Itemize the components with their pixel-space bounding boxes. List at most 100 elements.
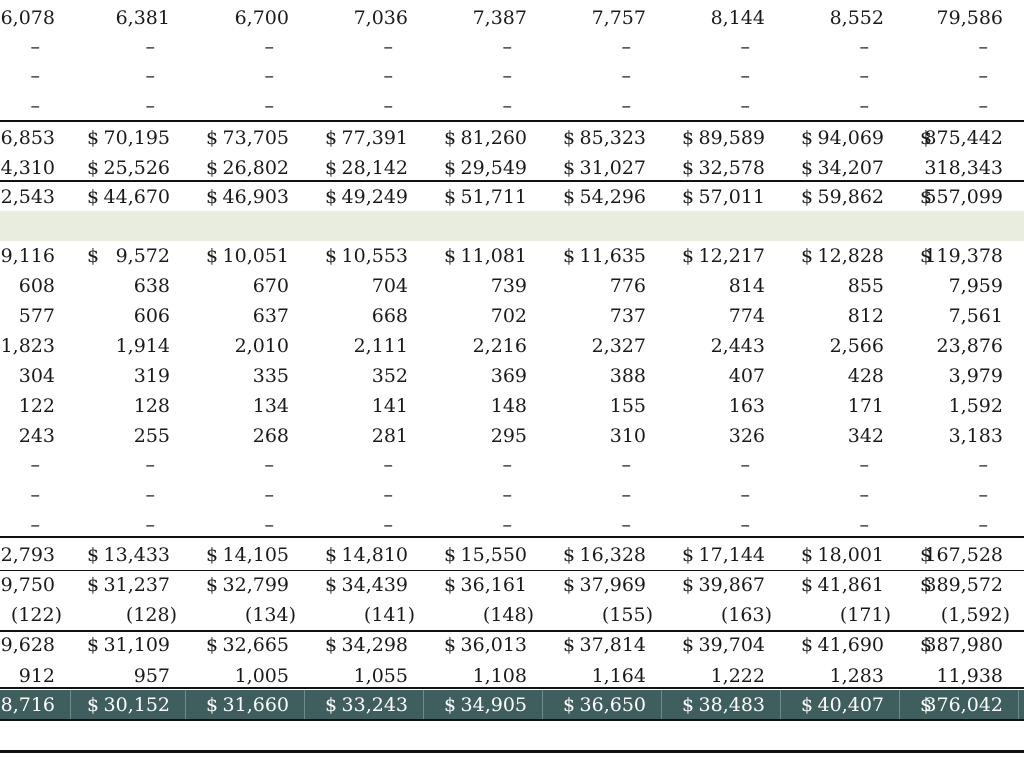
table-cell[interactable]: $25,526 — [75, 153, 185, 183]
table-cell[interactable]: 342 — [789, 421, 899, 451]
table-cell[interactable]: $54,296 — [551, 182, 661, 212]
table-cell[interactable]: $875,442 — [908, 123, 1018, 153]
table-cell[interactable]: $32,799 — [194, 570, 304, 600]
table-cell[interactable]: – — [908, 480, 1018, 510]
table-cell[interactable]: 608 — [0, 271, 70, 301]
table-cell[interactable]: $167,528 — [908, 540, 1018, 570]
table-cell[interactable]: – — [0, 510, 70, 540]
table-cell[interactable]: 148 — [432, 391, 542, 421]
table-cell[interactable]: $557,099 — [908, 182, 1018, 212]
table-cell[interactable]: 8,552 — [789, 3, 899, 33]
table-cell[interactable]: $18,001 — [789, 540, 899, 570]
table-cell[interactable]: – — [313, 480, 423, 510]
table-cell[interactable]: 774 — [670, 301, 780, 331]
table-cell[interactable]: (141) — [313, 600, 423, 630]
table-cell[interactable]: (155) — [551, 600, 661, 630]
table-cell[interactable]: $49,249 — [313, 182, 423, 212]
table-cell[interactable]: $14,810 — [313, 540, 423, 570]
table-cell[interactable]: 304 — [0, 361, 70, 391]
table-cell[interactable]: 319 — [75, 361, 185, 391]
table-cell[interactable]: 6,078 — [0, 3, 70, 33]
table-cell[interactable]: 12,793 — [0, 540, 70, 570]
table-cell[interactable]: – — [551, 510, 661, 540]
table-cell[interactable]: 66,853 — [0, 123, 70, 153]
table-cell[interactable]: $36,650 — [551, 690, 662, 720]
table-cell[interactable]: – — [313, 510, 423, 540]
table-cell[interactable]: 388 — [551, 361, 661, 391]
table-cell[interactable]: 155 — [551, 391, 661, 421]
table-cell[interactable]: 42,543 — [0, 182, 70, 212]
table-cell[interactable]: $37,969 — [551, 570, 661, 600]
table-cell[interactable]: 855 — [789, 271, 899, 301]
table-cell[interactable]: $389,572 — [908, 570, 1018, 600]
table-cell[interactable]: – — [432, 450, 542, 480]
table-cell[interactable]: (148) — [432, 600, 542, 630]
table-cell[interactable]: – — [432, 480, 542, 510]
table-cell[interactable]: 1,592 — [908, 391, 1018, 421]
table-cell[interactable]: 11,938 — [908, 661, 1018, 691]
table-cell[interactable]: 638 — [75, 271, 185, 301]
table-cell[interactable]: – — [194, 510, 304, 540]
table-cell[interactable]: 7,036 — [313, 3, 423, 33]
table-cell[interactable]: $40,407 — [789, 690, 900, 720]
table-cell[interactable]: 6,381 — [75, 3, 185, 33]
table-cell[interactable]: $376,042 — [908, 690, 1019, 720]
table-cell[interactable]: 737 — [551, 301, 661, 331]
table-cell[interactable]: (134) — [194, 600, 304, 630]
table-cell[interactable]: 7,561 — [908, 301, 1018, 331]
table-cell[interactable]: 637 — [194, 301, 304, 331]
table-cell[interactable]: 7,387 — [432, 3, 542, 33]
table-cell[interactable]: 1,005 — [194, 661, 304, 691]
table-cell[interactable]: – — [789, 61, 899, 91]
table-cell[interactable]: 428 — [789, 361, 899, 391]
table-cell[interactable]: 9,116 — [0, 241, 70, 271]
table-cell[interactable]: 814 — [670, 271, 780, 301]
table-cell[interactable]: $11,081 — [432, 241, 542, 271]
table-cell[interactable]: 1,823 — [0, 331, 70, 361]
table-cell[interactable]: 739 — [432, 271, 542, 301]
table-cell[interactable]: – — [908, 510, 1018, 540]
table-cell[interactable]: 812 — [789, 301, 899, 331]
table-cell[interactable]: – — [432, 61, 542, 91]
table-cell[interactable]: $34,905 — [432, 690, 543, 720]
table-cell[interactable]: – — [75, 480, 185, 510]
table-cell[interactable]: $30,152 — [75, 690, 186, 720]
table-cell[interactable]: (163) — [670, 600, 780, 630]
table-cell[interactable]: $34,207 — [789, 153, 899, 183]
table-cell[interactable]: 3,979 — [908, 361, 1018, 391]
table-cell[interactable]: – — [551, 91, 661, 121]
table-cell[interactable]: 128 — [75, 391, 185, 421]
table-cell[interactable]: $34,439 — [313, 570, 423, 600]
table-cell[interactable]: $39,704 — [670, 630, 780, 660]
table-cell[interactable]: 1,283 — [789, 661, 899, 691]
table-cell[interactable]: 29,750 — [0, 570, 70, 600]
table-cell[interactable]: – — [789, 32, 899, 62]
table-cell[interactable]: – — [551, 61, 661, 91]
table-cell[interactable]: $32,578 — [670, 153, 780, 183]
table-cell[interactable]: $10,553 — [313, 241, 423, 271]
table-cell[interactable]: $77,391 — [313, 123, 423, 153]
table-cell[interactable]: 702 — [432, 301, 542, 331]
table-cell[interactable]: $13,433 — [75, 540, 185, 570]
table-cell[interactable]: – — [0, 61, 70, 91]
table-cell[interactable]: 163 — [670, 391, 780, 421]
table-cell[interactable]: (1,592) — [908, 600, 1018, 630]
table-cell[interactable]: $94,069 — [789, 123, 899, 153]
table-cell[interactable]: 704 — [313, 271, 423, 301]
table-cell[interactable]: 1,222 — [670, 661, 780, 691]
table-cell[interactable]: 7,757 — [551, 3, 661, 33]
table-cell[interactable]: – — [194, 480, 304, 510]
table-cell[interactable]: – — [0, 32, 70, 62]
table-cell[interactable]: 1,914 — [75, 331, 185, 361]
table-cell[interactable]: $44,670 — [75, 182, 185, 212]
table-cell[interactable]: $119,378 — [908, 241, 1018, 271]
table-cell[interactable]: $34,298 — [313, 630, 423, 660]
table-cell[interactable]: 407 — [670, 361, 780, 391]
table-cell[interactable]: – — [908, 32, 1018, 62]
table-cell[interactable]: 2,111 — [313, 331, 423, 361]
table-cell[interactable]: 577 — [0, 301, 70, 331]
table-cell[interactable]: 6,700 — [194, 3, 304, 33]
table-cell[interactable]: – — [194, 61, 304, 91]
table-cell[interactable]: (122) — [0, 600, 70, 630]
table-cell[interactable]: – — [789, 450, 899, 480]
